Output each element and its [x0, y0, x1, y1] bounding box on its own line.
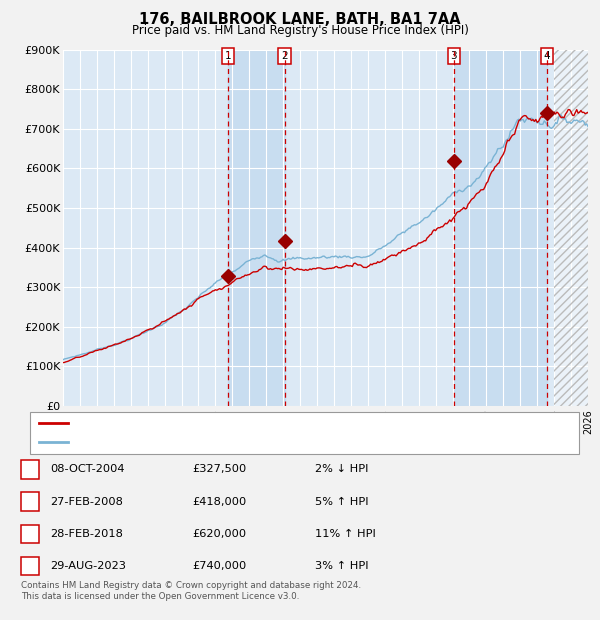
- Text: HPI: Average price, detached house, Bath and North East Somerset: HPI: Average price, detached house, Bath…: [74, 437, 442, 447]
- Text: 4: 4: [544, 51, 550, 61]
- Text: 1: 1: [225, 51, 232, 61]
- Text: This data is licensed under the Open Government Licence v3.0.: This data is licensed under the Open Gov…: [21, 592, 299, 601]
- Text: 11% ↑ HPI: 11% ↑ HPI: [315, 529, 376, 539]
- Text: 2: 2: [26, 497, 34, 507]
- Text: £620,000: £620,000: [192, 529, 246, 539]
- Bar: [554, 50, 588, 406]
- Text: 176, BAILBROOK LANE, BATH, BA1 7AA (detached house): 176, BAILBROOK LANE, BATH, BA1 7AA (deta…: [74, 418, 388, 428]
- Text: 08-OCT-2004: 08-OCT-2004: [50, 464, 124, 474]
- Text: 2: 2: [281, 51, 288, 61]
- Text: 29-AUG-2023: 29-AUG-2023: [50, 561, 126, 571]
- Text: 3: 3: [451, 51, 457, 61]
- Text: 2% ↓ HPI: 2% ↓ HPI: [315, 464, 368, 474]
- Bar: [554, 50, 588, 406]
- Text: Price paid vs. HM Land Registry's House Price Index (HPI): Price paid vs. HM Land Registry's House …: [131, 24, 469, 37]
- Text: 4: 4: [26, 561, 34, 571]
- Bar: [454, 50, 547, 406]
- Text: Contains HM Land Registry data © Crown copyright and database right 2024.: Contains HM Land Registry data © Crown c…: [21, 581, 361, 590]
- Text: 5% ↑ HPI: 5% ↑ HPI: [315, 497, 368, 507]
- Text: 176, BAILBROOK LANE, BATH, BA1 7AA: 176, BAILBROOK LANE, BATH, BA1 7AA: [139, 12, 461, 27]
- Text: £740,000: £740,000: [192, 561, 246, 571]
- Text: 3% ↑ HPI: 3% ↑ HPI: [315, 561, 368, 571]
- Text: 27-FEB-2008: 27-FEB-2008: [50, 497, 122, 507]
- Bar: [228, 50, 284, 406]
- Text: 3: 3: [26, 529, 34, 539]
- Text: 28-FEB-2018: 28-FEB-2018: [50, 529, 122, 539]
- Text: 1: 1: [26, 464, 34, 474]
- Text: £418,000: £418,000: [192, 497, 246, 507]
- Text: £327,500: £327,500: [192, 464, 246, 474]
